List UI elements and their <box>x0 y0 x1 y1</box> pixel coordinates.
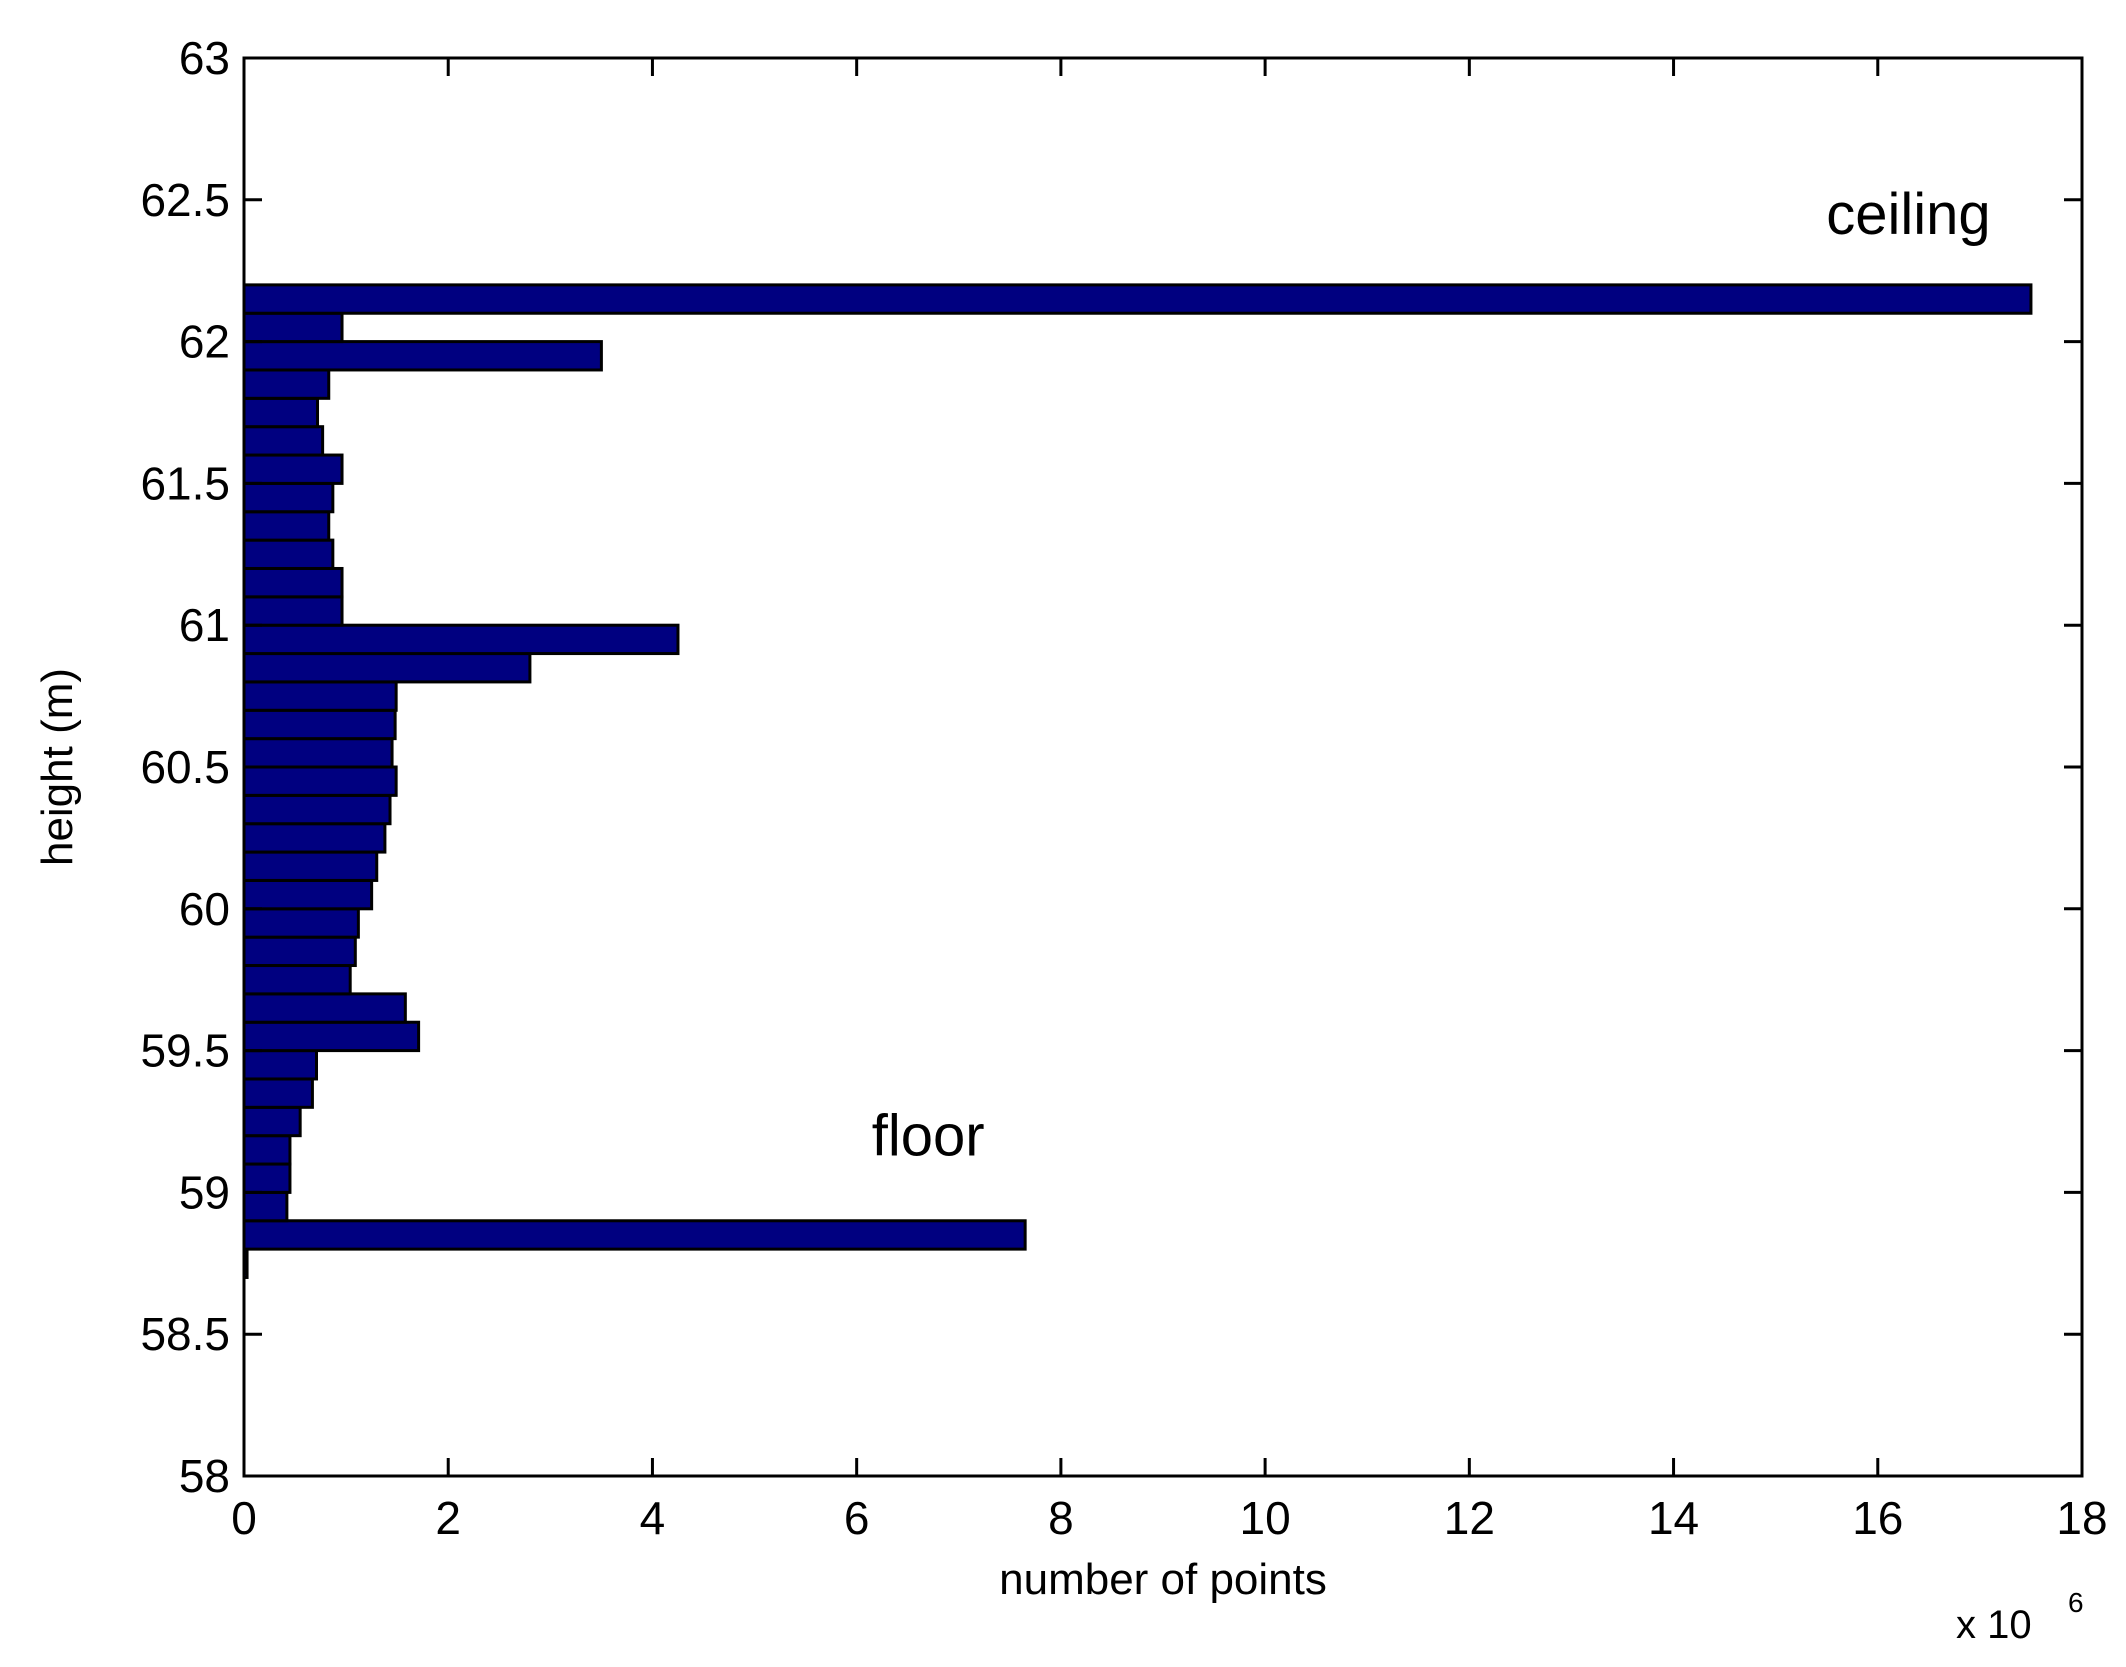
histogram-bar <box>242 1134 292 1166</box>
annotation-floor: floor <box>872 1104 985 1169</box>
histogram-bar <box>242 737 394 769</box>
chart-annotations: ceiling floor <box>872 182 1991 1169</box>
y-axis-label: height (m) <box>33 668 82 866</box>
histogram-bar <box>242 1219 1027 1251</box>
histogram-bar <box>242 793 392 826</box>
histogram-bar <box>242 680 398 712</box>
histogram-bar <box>242 822 387 854</box>
x-axis-label: number of points <box>999 1555 1327 1604</box>
histogram-bar <box>242 1162 292 1194</box>
y-tick-label: 58.5 <box>140 1308 230 1360</box>
y-tick-label: 59.5 <box>140 1025 230 1077</box>
histogram-bar <box>242 850 379 882</box>
y-tick-label: 60.5 <box>140 741 230 793</box>
x-tick-label: 14 <box>1648 1492 1699 1544</box>
histogram-bar <box>242 1105 302 1138</box>
histogram-bar <box>242 623 680 656</box>
x-tick-label: 10 <box>1240 1492 1291 1544</box>
y-tick-label: 61 <box>179 599 230 651</box>
histogram-bar <box>242 368 331 400</box>
y-tick-label: 63 <box>179 32 230 84</box>
x-tick-label: 8 <box>1048 1492 1074 1544</box>
histogram-bar <box>242 566 344 599</box>
histogram-bar <box>242 1077 314 1109</box>
histogram-bar <box>242 992 407 1024</box>
histogram-bar <box>242 311 344 344</box>
histogram-bar <box>242 1190 289 1223</box>
histogram-bar <box>242 396 320 429</box>
y-tick-label: 58 <box>179 1450 230 1502</box>
annotation-ceiling: ceiling <box>1826 182 1990 247</box>
histogram-bar <box>242 935 357 968</box>
histogram-bar <box>242 510 331 542</box>
histogram-bars <box>242 283 2033 1279</box>
y-tick-label: 59 <box>179 1166 230 1218</box>
x-tick-label: 6 <box>844 1492 870 1544</box>
histogram-bar <box>242 765 398 797</box>
x-tick-label: 2 <box>435 1492 461 1544</box>
x-tick-label: 12 <box>1444 1492 1495 1544</box>
y-tick-label: 62.5 <box>140 174 230 226</box>
histogram-bar <box>242 1049 318 1081</box>
y-tick-label: 60 <box>179 883 230 935</box>
x-tick-label: 16 <box>1852 1492 1903 1544</box>
histogram-bar <box>242 481 335 514</box>
histogram-bar <box>242 453 344 485</box>
x-tick-label: 4 <box>640 1492 666 1544</box>
y-tick-label: 62 <box>179 316 230 368</box>
x-axis-multiplier: x 10 6 <box>1956 1587 2084 1647</box>
plot-frame <box>242 56 2084 1478</box>
y-tick-label: 61.5 <box>140 457 230 509</box>
x-multiplier-base: x 10 <box>1956 1603 2032 1647</box>
histogram-bar <box>242 595 344 627</box>
histogram-bar <box>242 340 603 372</box>
histogram-bar <box>242 964 352 996</box>
y-tick-labels: 58 58.5 59 59.5 60 60.5 61 61.5 62 62.5 63 <box>140 32 230 1502</box>
histogram-bar <box>242 878 374 911</box>
histogram-bar <box>242 425 325 457</box>
histogram-bar <box>242 652 532 684</box>
axis-ticks <box>242 56 2084 1478</box>
x-tick-labels: 0 2 4 6 8 10 12 14 16 18 <box>231 1492 2107 1544</box>
x-tick-label: 0 <box>231 1492 257 1544</box>
x-multiplier-exponent: 6 <box>2068 1587 2084 1618</box>
histogram-bar <box>242 538 335 570</box>
histogram-bar <box>242 283 2033 315</box>
histogram-bar <box>242 1020 421 1053</box>
histogram-bar <box>242 708 397 741</box>
x-tick-label: 18 <box>2056 1492 2107 1544</box>
histogram-bar <box>242 907 360 939</box>
